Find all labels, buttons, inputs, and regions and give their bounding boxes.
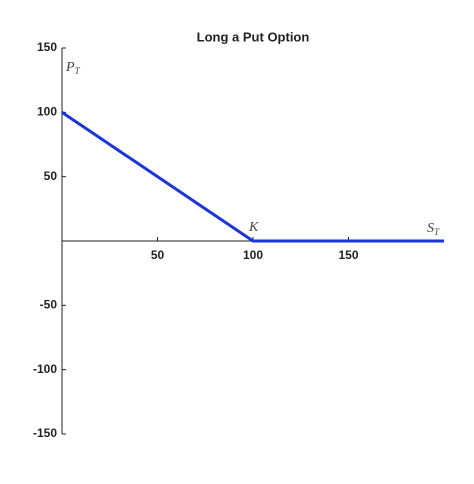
y-tick-label: -50 xyxy=(40,298,58,312)
annotation-text: P xyxy=(65,60,75,75)
annotation: K xyxy=(248,220,259,235)
x-tick-label: 100 xyxy=(243,248,263,262)
y-tick-label: 150 xyxy=(37,40,57,54)
annotation: ST xyxy=(427,221,440,237)
y-tick-label: -100 xyxy=(33,362,57,376)
annotation: PT xyxy=(65,60,81,76)
annotation-text: K xyxy=(248,220,259,235)
annotation-subscript: T xyxy=(75,66,81,76)
payoff-line xyxy=(61,111,444,243)
y-tick-label: 50 xyxy=(44,169,58,183)
annotation-subscript: T xyxy=(434,227,440,237)
y-tick-label: 100 xyxy=(37,105,57,119)
y-tick-label: -150 xyxy=(33,426,57,440)
chart-title: Long a Put Option xyxy=(197,29,310,44)
annotation-text: S xyxy=(427,221,434,236)
x-tick-label: 150 xyxy=(338,248,358,262)
x-tick-label: 50 xyxy=(151,248,165,262)
